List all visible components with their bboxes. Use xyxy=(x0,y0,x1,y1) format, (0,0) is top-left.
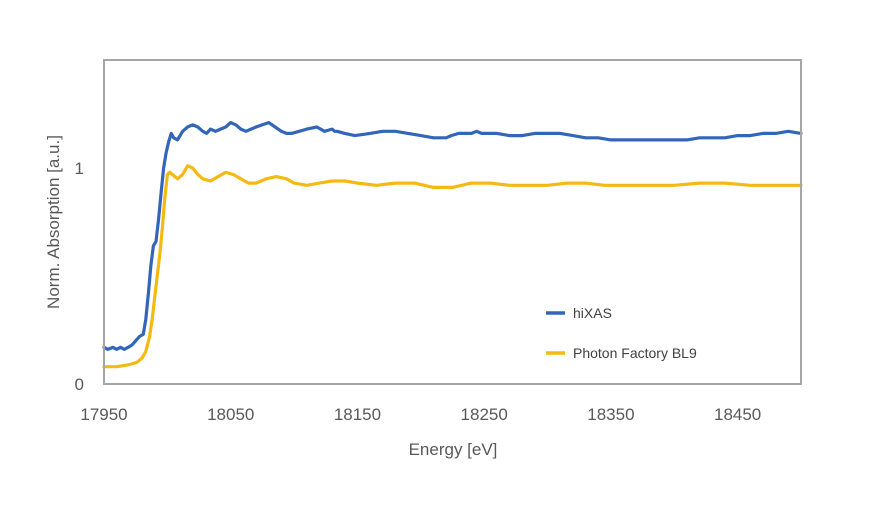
series-layer xyxy=(102,121,803,369)
series-line-photon-factory-bl9 xyxy=(102,164,803,369)
y-tick-labels: 01 xyxy=(75,159,84,394)
y-tick-label: 1 xyxy=(75,159,84,178)
x-tick-label: 18250 xyxy=(461,405,508,424)
x-tick-label: 17950 xyxy=(80,405,127,424)
series-line-hixas xyxy=(102,121,803,351)
legend-label-photon-factory: Photon Factory BL9 xyxy=(573,345,697,361)
x-tick-label: 18150 xyxy=(334,405,381,424)
x-tick-labels: 17950 18050 18150 18250 18350 18450 xyxy=(80,405,761,424)
plot-border xyxy=(103,59,802,385)
x-tick-label: 18450 xyxy=(714,405,761,424)
plot-area xyxy=(104,60,801,384)
legend: hiXAS Photon Factory BL9 xyxy=(546,305,697,361)
y-tick-label: 0 xyxy=(75,375,84,394)
legend-label-hixas: hiXAS xyxy=(573,305,612,321)
x-axis-title: Energy [eV] xyxy=(409,440,498,459)
x-tick-label: 18050 xyxy=(207,405,254,424)
x-tick-label: 18350 xyxy=(587,405,634,424)
y-axis-title: Norm. Absorption [a.u.] xyxy=(44,135,63,309)
